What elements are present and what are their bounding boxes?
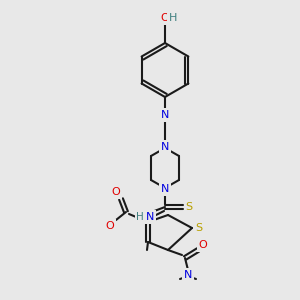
Text: O: O bbox=[160, 13, 169, 23]
Text: N: N bbox=[161, 142, 169, 152]
Text: S: S bbox=[195, 223, 203, 233]
Text: S: S bbox=[185, 202, 193, 212]
Text: O: O bbox=[112, 187, 120, 197]
Text: H: H bbox=[169, 13, 177, 23]
Text: N: N bbox=[184, 270, 192, 280]
Text: O: O bbox=[199, 240, 207, 250]
Text: O: O bbox=[106, 221, 114, 231]
Text: N: N bbox=[161, 110, 169, 120]
Text: H: H bbox=[136, 212, 144, 222]
Text: N: N bbox=[146, 212, 154, 222]
Text: N: N bbox=[161, 184, 169, 194]
